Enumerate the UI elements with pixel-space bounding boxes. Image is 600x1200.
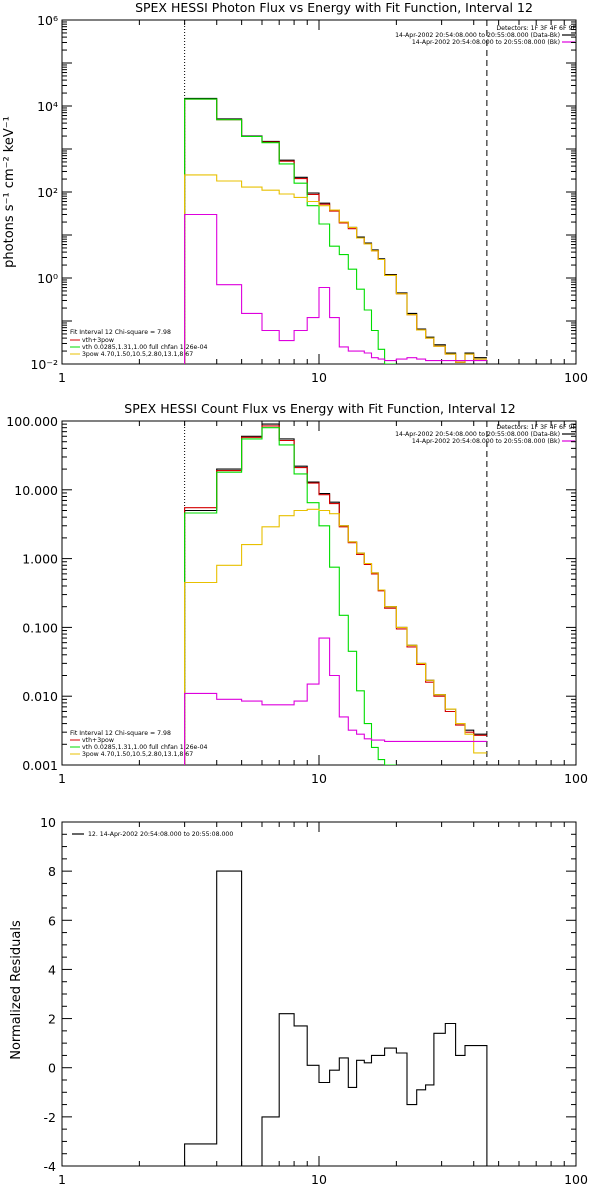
- magenta-series-line: [184, 637, 487, 765]
- count-flux-panel: SPEX HESSI Count Flux vs Energy with Fit…: [6, 401, 588, 786]
- x-tick-label: 10: [311, 370, 327, 385]
- x-tick-label: 10: [311, 1172, 327, 1187]
- y-tick-label: 8: [48, 864, 56, 879]
- y-tick-label: 10⁶: [37, 13, 58, 28]
- data-bk-label: 14-Apr-2002 20:54:08.000 to 20:55:08.000…: [395, 431, 560, 438]
- y-tick-label: 10.000: [14, 483, 58, 498]
- bk-label: 14-Apr-2002 20:54:08.000 to 20:55:08.000…: [412, 438, 560, 445]
- black-series-line: [184, 423, 487, 765]
- y-tick-label: 100.000: [6, 414, 58, 429]
- y-axis-label: Normalized Residuals: [9, 920, 24, 1060]
- y-tick-label: 6: [48, 913, 56, 928]
- detectors-label: Detectors: 1F 3F 4F 6F 9F: [496, 25, 576, 32]
- y-tick-label: -4: [44, 1159, 57, 1174]
- fit-info-line-3: vth 0.0285,1.31,1.00 full chfan 1.26e-04: [82, 344, 208, 351]
- red-series-line: [184, 98, 487, 364]
- residual-legend-label: 12. 14-Apr-2002 20:54:08.000 to 20:55:08…: [88, 831, 233, 838]
- fit-info-line-2: vth+3pow: [82, 337, 114, 344]
- plot-frame: [61, 821, 577, 1167]
- y-tick-label: 4: [48, 962, 56, 977]
- y-tick-label: 2: [48, 1012, 56, 1027]
- yellow-series-line: [184, 174, 487, 364]
- fit-info-line-4: 3pow 4.70,1.50,10.5,2.80,13.1,8.67: [82, 351, 193, 358]
- panel-title: SPEX HESSI Count Flux vs Energy with Fit…: [124, 401, 515, 416]
- y-tick-label: 10²: [37, 185, 58, 200]
- detectors-label: Detectors: 1F 3F 4F 6F 9F: [496, 424, 576, 431]
- y-tick-label: 0.010: [22, 689, 58, 704]
- yellow-series-line: [184, 508, 487, 765]
- green-series-line: [184, 427, 397, 765]
- black-series-line: [184, 97, 487, 364]
- x-tick-label: 100: [564, 771, 588, 786]
- y-tick-label: -2: [44, 1110, 56, 1125]
- photon-flux-panel: SPEX HESSI Photon Flux vs Energy with Fi…: [2, 0, 588, 385]
- plot-frame: [61, 420, 577, 766]
- y-tick-label: 0.100: [22, 620, 58, 635]
- y-tick-label: 10: [40, 815, 56, 830]
- magenta-series-line: [184, 213, 487, 364]
- fit-info-line-2: vth+3pow: [82, 737, 114, 744]
- x-tick-label: 1: [58, 771, 66, 786]
- fit-info-line-4: 3pow 4.70,1.50,10.5,2.80,13.1,8.67: [82, 751, 193, 758]
- x-tick-label: 10: [311, 771, 327, 786]
- x-tick-label: 100: [564, 370, 588, 385]
- x-tick-label: 1: [58, 1172, 66, 1187]
- x-tick-label: 100: [564, 1172, 588, 1187]
- y-tick-label: 0.001: [22, 758, 58, 773]
- x-tick-label: 1: [58, 370, 66, 385]
- fit-info-line-3: vth 0.0285,1.31,1.00 full chfan 1.26e-04: [82, 744, 208, 751]
- y-tick-label: 1.000: [22, 552, 58, 567]
- y-axis-label: photons s⁻¹ cm⁻² keV⁻¹: [2, 116, 17, 268]
- y-tick-label: 10⁰: [37, 271, 58, 286]
- residuals-panel: Normalized Residuals 12. 14-Apr-2002 20:…: [9, 815, 588, 1187]
- y-tick-label: 0: [48, 1061, 56, 1076]
- y-tick-label: 10⁻²: [30, 357, 58, 372]
- black-series-line: [184, 870, 488, 1166]
- bk-label: 14-Apr-2002 20:54:08.000 to 20:55:08.000…: [412, 39, 560, 46]
- panel-title: SPEX HESSI Photon Flux vs Energy with Fi…: [135, 0, 533, 15]
- red-series-line: [184, 425, 487, 765]
- fit-info-line-1: Fit Interval 12 Chi-square = 7.98: [70, 730, 171, 737]
- fit-info-line-1: Fit Interval 12 Chi-square = 7.98: [70, 329, 171, 336]
- green-series-line: [184, 98, 397, 364]
- y-tick-label: 10⁴: [37, 99, 58, 114]
- data-bk-label: 14-Apr-2002 20:54:08.000 to 20:55:08.000…: [395, 32, 560, 39]
